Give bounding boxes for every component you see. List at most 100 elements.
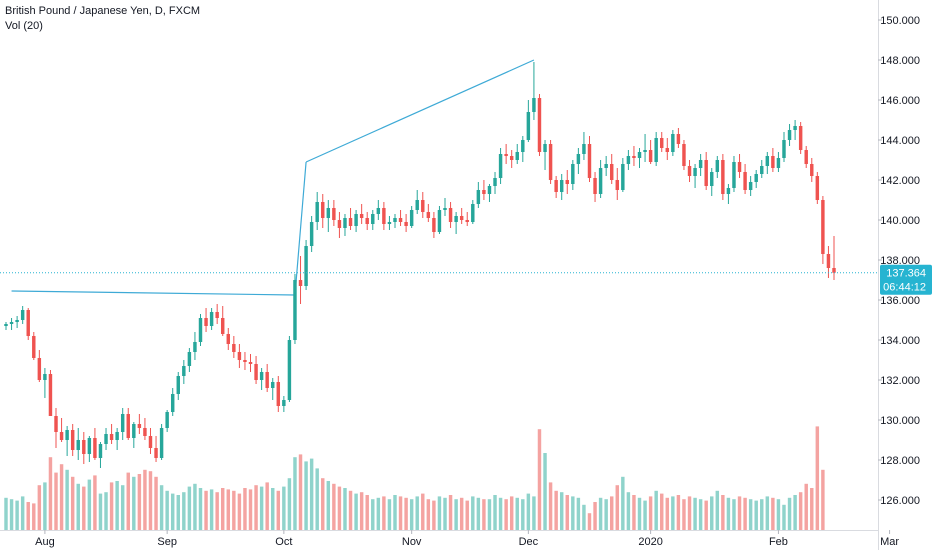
candle-body [371,214,375,224]
volume-bar [432,500,436,530]
volume-bar [793,495,797,530]
trendline-segment [11,290,295,296]
volume-bar [393,495,397,530]
candle-body [760,166,764,174]
candle-body [15,320,19,322]
volume-bar [293,457,297,530]
price-tick-label: 136.000 [880,295,920,307]
volume-bar [26,502,30,530]
candle-body [604,164,608,168]
candle-body [515,152,519,160]
candle-body [398,218,403,222]
candle-body [409,210,414,226]
candle-body [20,310,25,320]
volume-bar [604,499,608,530]
volume-bar [598,497,603,530]
candle-body [509,156,514,160]
price-tag-value: 137.364 [886,268,926,280]
volume-bar [615,485,619,530]
candle-body [243,360,247,362]
price-tick-label: 128.000 [880,455,920,467]
price-tick-label: 140.000 [880,215,920,227]
volume-bar [287,478,292,530]
volume-bar [754,500,758,530]
candle-body [704,160,708,186]
candle-body [176,376,180,394]
time-tick-label: Aug [35,536,55,548]
price-tick-label: 148.000 [880,55,920,67]
volume-bar [559,492,564,530]
volume-bar [43,482,47,530]
volume-bar [815,426,820,530]
candle-body [337,220,342,228]
candle-body [626,156,631,164]
candle-body [471,204,475,222]
candle-body [54,416,58,432]
candle-body [537,98,542,152]
volume-bar [409,499,414,530]
candle-body [87,438,92,454]
volume-bar [637,497,642,530]
candle-body [765,156,770,166]
volume-bar [465,500,469,530]
volume-indicator-label[interactable]: Vol (20) [5,20,43,32]
candle-body [826,254,831,268]
volume-bar [198,488,203,530]
candle-body [343,218,347,228]
price-tag-box [880,264,932,295]
candle-body [426,212,431,218]
volume-bar [65,469,69,530]
volume-bar [587,513,592,530]
candle-body [348,218,353,226]
volume-bars [4,426,825,530]
candle-body [732,162,736,188]
candle-body [698,160,703,168]
price-tick-label: 130.000 [880,415,920,427]
volume-bar [237,493,242,530]
candle-body [37,358,42,380]
volume-bar [454,499,458,530]
chart-legend: British Pound / Japanese Yen, D, FXCM Vo… [5,4,200,34]
candle-body [498,154,503,178]
volume-bar [226,489,231,530]
time-tick-label: Feb [769,536,788,548]
volume-bar [554,490,558,530]
volume-bar [359,492,364,530]
volume-bar [787,497,792,530]
time-axis[interactable]: Aug Sep Oct Nov Dec 2020 Feb Mar [35,530,899,548]
candle-body [804,150,808,164]
volume-bar [93,475,97,530]
candlesticks [4,62,836,468]
volume-bar [498,497,503,530]
volume-bar [776,499,781,530]
candle-body [576,154,581,164]
trendlines[interactable] [11,59,535,296]
volume-bar [371,499,375,530]
candle-body [782,140,786,158]
candle-body [660,138,664,148]
candle-body [787,130,792,140]
candle-body [526,112,531,140]
volume-bar [204,490,208,530]
volume-bar [248,489,253,530]
volume-bar [726,497,731,530]
candle-body [621,164,625,190]
candle-body [359,214,364,218]
candle-body [120,414,125,432]
symbol-title[interactable]: British Pound / Japanese Yen, D, FXCM [5,5,201,17]
candle-body [326,208,331,218]
candle-body [571,164,575,184]
volume-bar [810,488,814,530]
candle-body [221,318,225,334]
candle-body [582,144,586,154]
volume-bar [343,488,347,530]
volume-bar [421,493,425,530]
candle-body [565,180,569,184]
candle-body [459,216,464,220]
volume-bar [748,499,753,530]
price-axis[interactable]: 126.000 128.000 130.000 132.000 134.000 136.0… [878,15,920,507]
volume-bar [415,496,419,530]
volume-bar [159,485,164,530]
volume-bar [443,497,447,530]
